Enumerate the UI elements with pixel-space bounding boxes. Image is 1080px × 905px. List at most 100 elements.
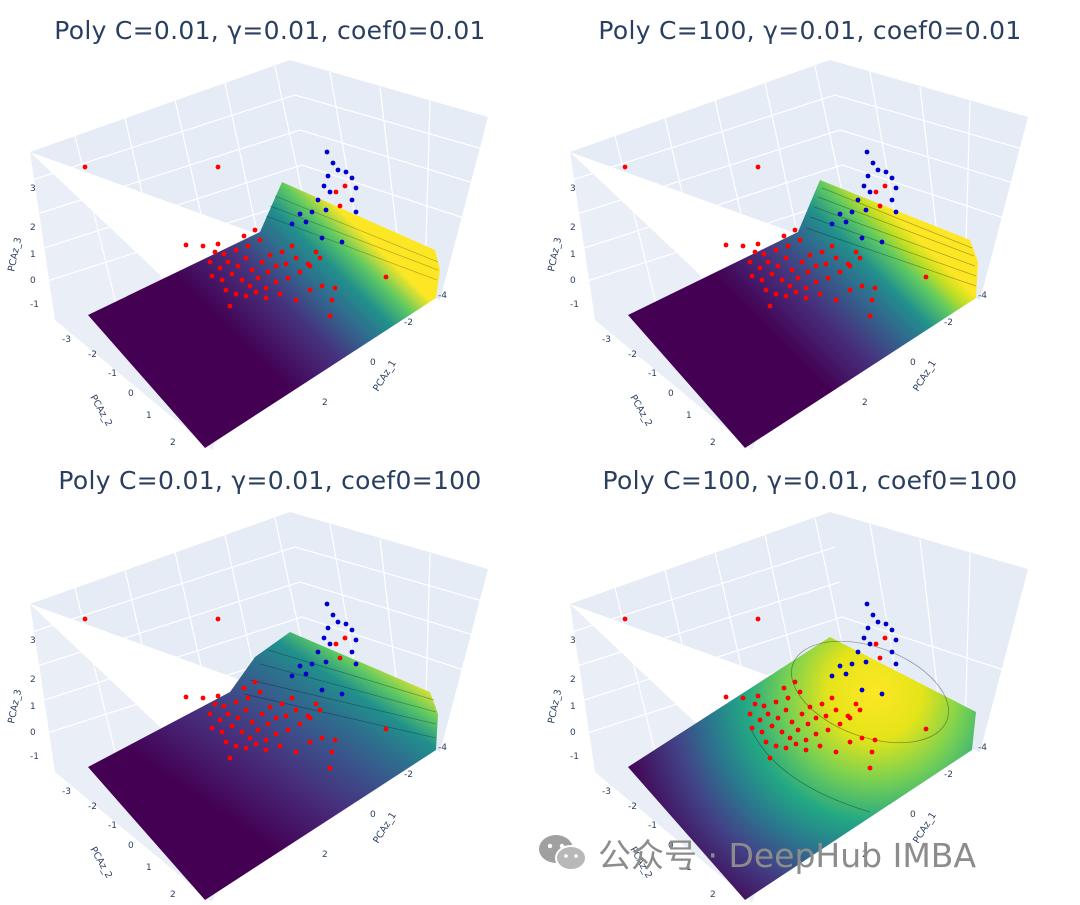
- scatter-point-class-0: [263, 285, 269, 291]
- scatter-point-class-1: [863, 207, 869, 213]
- scatter-point-class-1: [829, 673, 835, 679]
- scatter-point-class-0: [792, 227, 798, 233]
- gridlines: [31, 517, 487, 765]
- z-tick: 3: [30, 636, 36, 646]
- scatter-points: [622, 149, 929, 319]
- z-tick-labels: -1 0 1 2 3: [570, 636, 579, 762]
- scatter-point-class-1: [837, 663, 843, 669]
- z-axis-title: PCAz_3: [6, 688, 24, 724]
- scatter-point-class-0: [805, 721, 811, 727]
- y-axis-title: PCAz_2: [627, 393, 654, 429]
- y-tick: 1: [146, 411, 152, 421]
- plot-svg[interactable]: -1 0 1 2 3 PCAz_3 -3 -2 -1 0 1 2 PCAz_2 …: [540, 452, 1080, 904]
- scatter-point-class-0: [783, 707, 789, 713]
- scatter-point-class-0: [833, 255, 839, 261]
- z-axis-title: PCAz_3: [546, 688, 564, 724]
- scatter-point-class-0: [257, 689, 263, 695]
- scatter-point-class-0: [227, 303, 233, 309]
- scatter-point-class-1: [330, 612, 336, 618]
- x-tick: -4: [438, 743, 447, 753]
- scatter-point-class-0: [813, 263, 819, 269]
- scatter-point-class-1: [309, 209, 315, 215]
- z-tick: 2: [30, 223, 36, 233]
- z-tick: -1: [570, 752, 579, 762]
- scatter-point-class-0: [747, 711, 753, 717]
- scatter-point-class-0: [872, 285, 878, 291]
- scatter-point-class-0: [249, 267, 255, 273]
- x-tick: 0: [370, 810, 376, 820]
- scatter-point-class-0: [747, 259, 753, 265]
- scatter-points: [82, 149, 389, 319]
- scatter-point-class-0: [759, 277, 765, 283]
- scatter-point-class-1: [327, 641, 333, 647]
- y-tick: -2: [88, 350, 97, 360]
- scatter-point-class-0: [207, 711, 213, 717]
- scatter-point-class-0: [207, 259, 213, 265]
- scatter-point-class-0: [243, 255, 249, 261]
- plot-svg[interactable]: -1 0 1 2 3 PCAz_3 -3 -2 -1 0 1 2 PCAz_2 …: [0, 452, 540, 904]
- plot-svg[interactable]: -1 0 1 2 3 PCAz_3 -3 -2 -1 0 1 2 PCAz_2 …: [0, 0, 540, 452]
- x-tick-labels: -4 -2 0 2: [862, 743, 987, 860]
- scatter-point-class-1: [303, 671, 309, 677]
- y-tick: 2: [170, 890, 176, 900]
- x-tick-labels: -4 -2 0 2: [322, 743, 447, 860]
- y-tick: -1: [108, 369, 117, 379]
- scatter-point-class-0: [229, 271, 235, 277]
- y-tick: 1: [686, 411, 692, 421]
- y-tick: -2: [628, 350, 637, 360]
- z-axis-title: PCAz_3: [6, 236, 24, 272]
- scatter-point-class-0: [787, 283, 793, 289]
- scatter-point-class-0: [740, 243, 746, 249]
- scatter-point-class-0: [273, 263, 279, 269]
- scatter-point-class-0: [297, 721, 303, 727]
- scatter-point-class-0: [787, 735, 793, 741]
- y-axis-title: PCAz_2: [87, 845, 114, 881]
- z-tick: -1: [30, 752, 39, 762]
- scatter-point-class-1: [323, 659, 329, 665]
- scatter-point-class-0: [183, 242, 189, 248]
- y-tick: -1: [648, 821, 657, 831]
- scatter-point-class-0: [253, 289, 259, 295]
- scatter-point-class-0: [792, 679, 798, 685]
- scatter-point-class-0: [923, 274, 929, 280]
- scatter-point-class-1: [335, 167, 341, 173]
- scatter-point-class-0: [882, 183, 888, 189]
- x-tick-labels: -4 -2 0 2: [322, 291, 447, 408]
- z-tick: 2: [30, 675, 36, 685]
- scatter-point-class-0: [263, 747, 269, 753]
- scatter-point-class-0: [799, 259, 805, 265]
- x-tick: 2: [862, 850, 868, 860]
- z-tick-labels: -1 0 1 2 3: [30, 636, 39, 762]
- scatter-point-class-0: [219, 277, 225, 283]
- scatter-point-class-0: [217, 265, 223, 271]
- scatter-point-class-0: [342, 183, 348, 189]
- scatter-point-class-1: [865, 625, 871, 631]
- scatter-point-class-1: [843, 671, 849, 677]
- scatter-point-class-1: [309, 661, 315, 667]
- scatter-point-class-0: [277, 291, 283, 297]
- scatter-point-class-0: [723, 694, 729, 700]
- scatter-point-class-1: [855, 649, 861, 655]
- scatter-point-class-0: [765, 259, 771, 265]
- scatter-point-class-0: [845, 261, 851, 267]
- scatter-point-class-0: [212, 701, 218, 707]
- scatter-point-class-1: [324, 149, 330, 155]
- scatter-point-class-0: [785, 243, 791, 249]
- scatter-point-class-0: [825, 275, 831, 281]
- z-tick: -1: [570, 300, 579, 310]
- scatter-point-class-0: [779, 277, 785, 283]
- decision-surface: [628, 637, 976, 900]
- plot-svg[interactable]: -1 0 1 2 3 PCAz_3 -3 -2 -1 0 1 2 PCAz_2 …: [540, 0, 1080, 452]
- scatter-point-class-0: [243, 293, 249, 299]
- scatter-point-class-0: [209, 725, 215, 731]
- x-tick: 0: [910, 810, 916, 820]
- scatter-point-class-1: [855, 197, 861, 203]
- scatter-point-class-0: [797, 237, 803, 243]
- scatter-point-class-0: [259, 259, 265, 265]
- scatter-point-class-0: [200, 695, 206, 701]
- scatter-point-class-0: [740, 695, 746, 701]
- scatter-point-class-0: [223, 287, 229, 293]
- scatter-point-class-0: [200, 243, 206, 249]
- scatter-point-class-1: [867, 189, 873, 195]
- scatter-point-class-0: [759, 729, 765, 735]
